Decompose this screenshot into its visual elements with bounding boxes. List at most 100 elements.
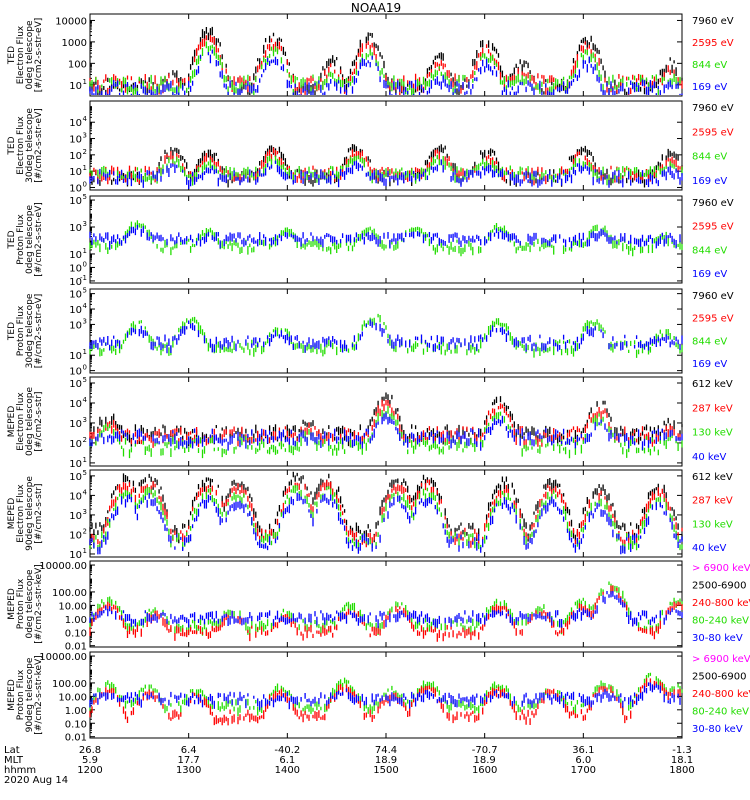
y-tick-exponent: 1 (83, 456, 87, 464)
y-tick-exponent: 3 (83, 317, 87, 325)
xaxis-label-lat: Lat (4, 745, 20, 756)
data-series (89, 220, 683, 257)
x-tick-label-mlt: 18.9 (375, 755, 397, 766)
y-axis-label: [#/cm2-s-str-eV] (34, 18, 44, 93)
y-axis-label: MEPED (7, 498, 17, 530)
legend-entry: 2595 eV (692, 38, 734, 49)
y-tick-exponent: 5 (83, 287, 87, 295)
y-tick-exponent: 0 (83, 260, 87, 268)
series-green (89, 220, 683, 257)
series-blue (89, 492, 683, 555)
y-tick-label: 10 (69, 439, 82, 450)
y-axis-label: [#/cm2-s-str-eV] (34, 108, 44, 183)
legend-entry: 169 eV (692, 269, 727, 280)
y-tick-exponent: 4 (83, 488, 88, 496)
legend-entry: 130 keV (692, 519, 733, 530)
y-tick-exponent: 2 (83, 527, 87, 535)
y-tick-label: 0.01 (65, 642, 87, 653)
panel-8: 10000.00 100.00 10.00 1.00 0.10 0.01 MEPED Prot… (7, 651, 750, 744)
legend-entry: 287 keV (692, 496, 733, 507)
series-blue (89, 49, 683, 95)
y-tick-exponent: 1 (83, 547, 87, 555)
legend-entry: 30-80 keV (692, 724, 743, 735)
y-tick-exponent: 1 (83, 247, 87, 255)
y-tick-label: 10 (69, 530, 82, 541)
x-tick-label-lat: 26.8 (79, 745, 101, 756)
y-axis-label: [#/cm2-s-str] (34, 391, 44, 451)
y-axis-label: Electron Flux (16, 25, 26, 84)
y-tick-exponent: 3 (83, 220, 87, 228)
y-tick-label: 10 (69, 151, 82, 162)
y-axis-label: MEPED (7, 406, 17, 438)
legend-entry: 240-800 keV (692, 598, 750, 609)
x-tick-label-mlt: 18.1 (671, 755, 693, 766)
y-axis-label: [#/cm2-s-str-keV] (34, 564, 44, 643)
y-tick-exponent: 1 (83, 348, 87, 356)
y-tick-label: 100.00 (52, 588, 87, 599)
xaxis-label-hhmm: hhmm (4, 765, 36, 776)
y-tick-label: 10 (69, 379, 82, 390)
y-tick-exponent: 5 (83, 193, 87, 201)
x-tick-label-mlt: 6.1 (279, 755, 295, 766)
y-tick-exponent: 3 (83, 508, 87, 516)
y-tick-label: 0.10 (65, 628, 87, 639)
y-axis-label: 30deg telescope (25, 293, 35, 368)
series-blue (89, 319, 683, 354)
x-tick-label-hhmm: 1300 (176, 765, 201, 776)
y-tick-exponent: 2 (83, 436, 87, 444)
y-axis-label: 90deg telescope (25, 476, 35, 551)
y-tick-label: 10.00 (58, 692, 87, 703)
y-tick-label: 10 (69, 472, 82, 483)
y-tick-exponent: 0 (83, 180, 87, 188)
legend-entry: 844 eV (692, 336, 727, 347)
y-tick-exponent: 4 (83, 302, 88, 310)
y-tick-exponent: 1 (83, 164, 87, 172)
series-blue (89, 591, 683, 628)
legend-entry: 2595 eV (692, 314, 734, 325)
y-tick-exponent: 5 (83, 469, 87, 477)
x-tick-label-lat: -1.3 (672, 745, 692, 756)
x-tick-label-hhmm: 1800 (669, 765, 694, 776)
y-tick-label: 10000 (55, 16, 87, 27)
data-series (89, 672, 683, 726)
y-tick-exponent: 3 (83, 132, 87, 140)
x-tick-label-hhmm: 1700 (571, 765, 596, 776)
legend-entry: 2595 eV (692, 222, 734, 233)
y-tick-label: 10 (69, 399, 82, 410)
y-tick-exponent: 1 (83, 78, 87, 86)
legend-entry: 40 keV (692, 452, 726, 463)
y-tick-label: 10 (69, 367, 82, 378)
y-axis-label: Proton Flux (16, 214, 26, 265)
xaxis-label-mlt: MLT (4, 755, 24, 766)
y-tick-label: 10 (69, 135, 82, 146)
time-axis: Lat MLT hhmm 2020 Aug 14 26.85.912006.41… (4, 745, 695, 786)
y-axis-label: TED (7, 136, 17, 155)
x-tick-label-lat: 6.4 (181, 745, 197, 756)
y-tick-exponent: 4 (83, 396, 88, 404)
y-axis-label: Proton Flux (16, 669, 26, 720)
legend-entry: 844 eV (692, 152, 727, 163)
y-tick-exponent: 3 (83, 416, 87, 424)
y-axis-label: [#/cm2-s-str-keV] (34, 655, 44, 734)
y-tick-exponent: -1 (80, 274, 87, 282)
y-axis-label: TED (7, 46, 17, 65)
y-tick-label: 10000.00 (39, 561, 87, 572)
legend-entry: 612 keV (692, 379, 733, 390)
legend-entry: 844 eV (692, 245, 727, 256)
data-series (89, 26, 683, 95)
plot-frame (89, 195, 683, 284)
y-tick-label: 10 (69, 511, 82, 522)
data-series (89, 313, 683, 358)
y-tick-label: 1.00 (65, 706, 87, 717)
y-tick-label: 10 (69, 183, 82, 194)
y-axis-label: 90deg telescope (25, 657, 35, 732)
data-series (89, 471, 683, 555)
x-tick-label-hhmm: 1400 (275, 765, 300, 776)
x-tick-label-mlt: 18.9 (474, 755, 496, 766)
legend-entry: 80-240 keV (692, 707, 749, 718)
y-axis-label: Electron Flux (16, 116, 26, 175)
series-blue (89, 412, 683, 451)
y-tick-label: 10 (69, 351, 82, 362)
x-tick-label-lat: -40.2 (274, 745, 300, 756)
